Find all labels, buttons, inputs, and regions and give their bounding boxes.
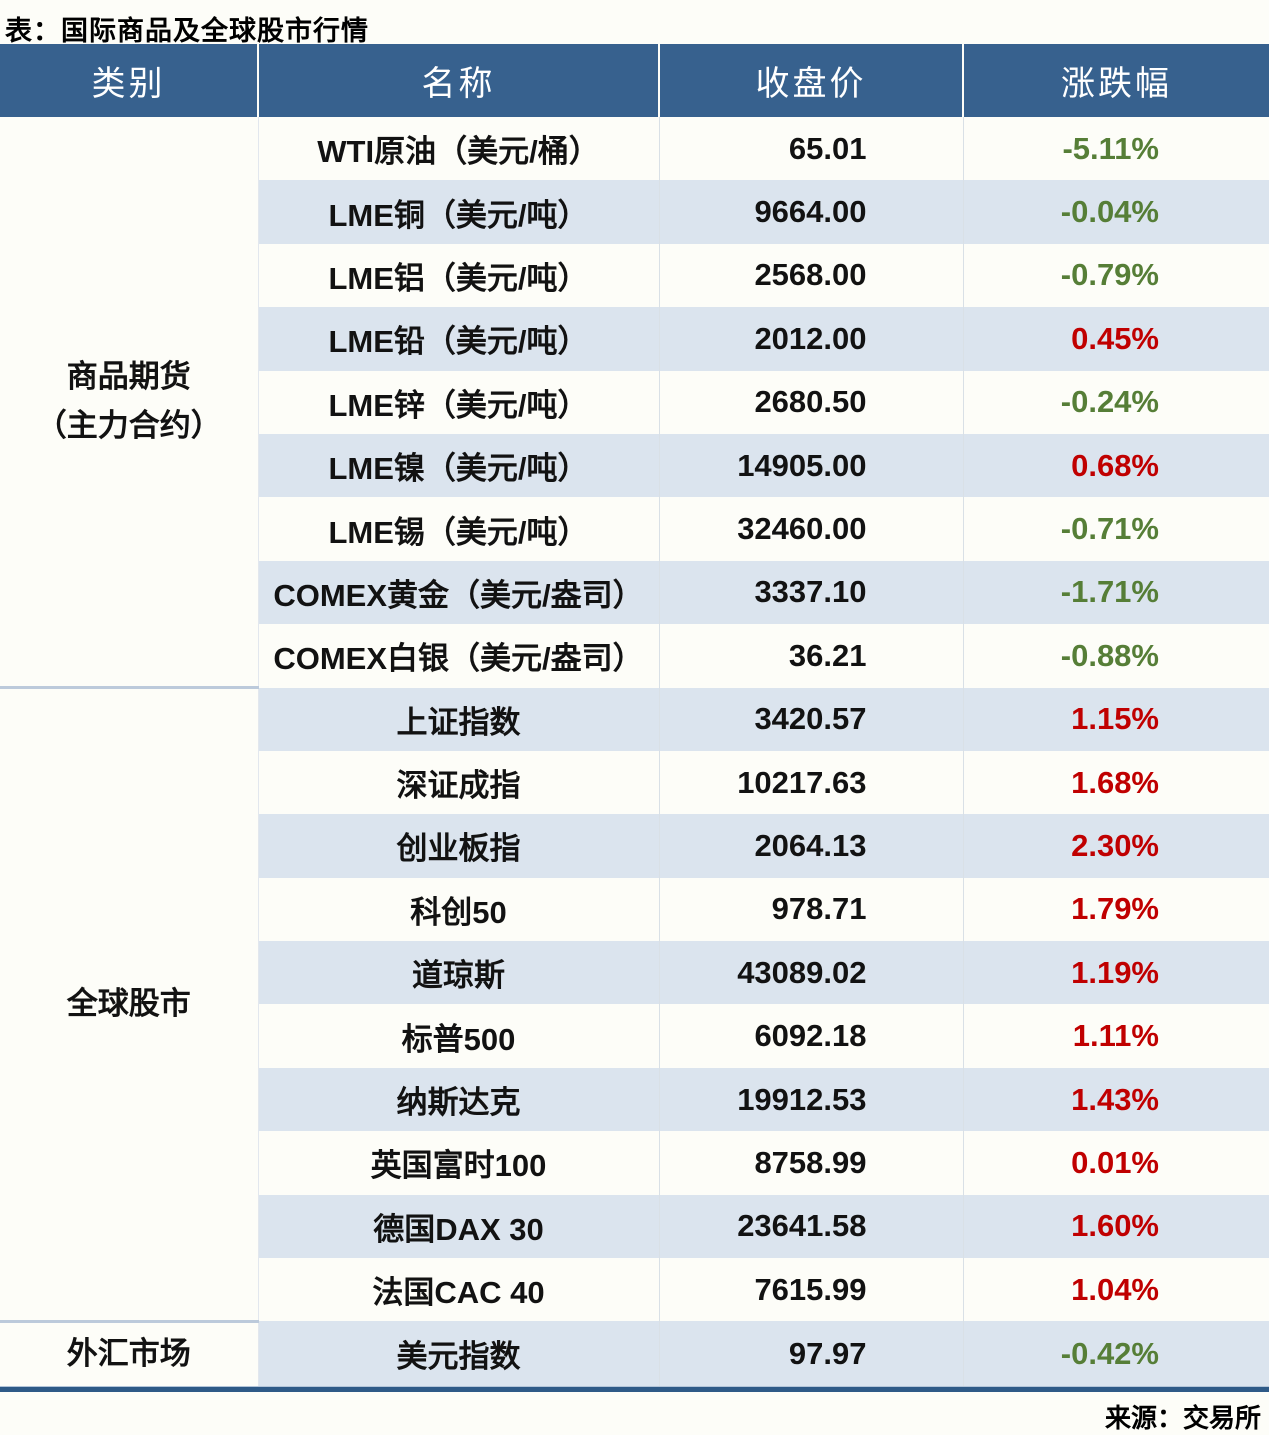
name-cell: 科创50 [257,877,659,942]
table-row: COMEX黄金（美元/盎司） 3337.10 -1.71% [0,560,1269,625]
name-cell: 道琼斯 [257,941,659,1005]
close-price-cell: 2680.50 [658,370,963,434]
change-percent-cell: 0.68% [962,433,1269,498]
change-percent-cell: -0.04% [962,180,1269,244]
change-percent-cell: 2.30% [962,814,1269,878]
name-cell: 创业板指 [257,814,659,878]
table-header: 类别 名称 收盘价 涨跌幅 [0,44,1269,117]
table-row: LME铝（美元/吨） 2568.00 -0.79% [0,243,1269,308]
change-percent-cell: -0.71% [962,497,1269,561]
table-row: LME铜（美元/吨） 9664.00 -0.04% [0,180,1269,244]
table-row: 标普500 6092.18 1.11% [0,1004,1269,1068]
close-price-cell: 23641.58 [658,1194,963,1259]
name-cell: LME铅（美元/吨） [257,307,659,371]
change-percent-cell: 1.68% [962,750,1269,815]
table-row: LME镍（美元/吨） 14905.00 0.68% [0,433,1269,498]
market-table: 类别 名称 收盘价 涨跌幅 商品期货 （主力合约） WTI原油（美元/桶） 65.01… [0,44,1269,1387]
table-row: LME铅（美元/吨） 2012.00 0.45% [0,307,1269,371]
close-price-cell: 8758.99 [658,1131,963,1195]
close-price-cell: 6092.18 [658,1004,963,1068]
name-cell: LME锌（美元/吨） [257,370,659,434]
name-cell: 深证成指 [257,750,659,815]
change-percent-cell: 1.60% [962,1194,1269,1259]
close-price-cell: 36.21 [658,624,963,688]
table-row: COMEX白银（美元/盎司） 36.21 -0.88% [0,624,1269,688]
close-price-cell: 14905.00 [658,433,963,498]
name-cell: COMEX白银（美元/盎司） [257,624,659,688]
close-price-cell: 2012.00 [658,307,963,371]
name-cell: LME铜（美元/吨） [257,180,659,244]
name-cell: WTI原油（美元/桶） [257,117,659,181]
change-percent-cell: -0.88% [962,624,1269,688]
name-cell: 法国CAC 40 [257,1258,659,1322]
name-cell: LME铝（美元/吨） [257,243,659,308]
close-price-cell: 3420.57 [658,687,963,751]
change-percent-cell: -0.79% [962,243,1269,308]
change-percent-cell: 0.45% [962,307,1269,371]
change-percent-cell: -5.11% [962,117,1269,181]
close-price-cell: 978.71 [658,877,963,942]
name-cell: 德国DAX 30 [257,1194,659,1259]
header-name: 名称 [257,44,659,117]
change-percent-cell: -0.42% [962,1321,1269,1387]
header-category: 类别 [0,44,258,117]
change-percent-cell: 1.11% [962,1004,1269,1068]
table-row: 道琼斯 43089.02 1.19% [0,941,1269,1005]
name-cell: 美元指数 [257,1321,659,1387]
name-cell: 纳斯达克 [257,1067,659,1132]
change-percent-cell: 1.79% [962,877,1269,942]
change-percent-cell: 1.15% [962,687,1269,751]
table-row: 商品期货 （主力合约） WTI原油（美元/桶） 65.01 -5.11% [0,117,1269,690]
table-row: 德国DAX 30 23641.58 1.60% [0,1194,1269,1259]
change-percent-cell: 1.04% [962,1258,1269,1322]
table-row: 纳斯达克 19912.53 1.43% [0,1067,1269,1132]
close-price-cell: 9664.00 [658,180,963,244]
table-row: 英国富时100 8758.99 0.01% [0,1131,1269,1195]
close-price-cell: 10217.63 [658,750,963,815]
category-cell: 外汇市场 [0,1321,259,1387]
change-percent-cell: -0.24% [962,370,1269,434]
table-row: 法国CAC 40 7615.99 1.04% [0,1258,1269,1322]
close-price-cell: 2064.13 [658,814,963,878]
change-percent-cell: 0.01% [962,1131,1269,1195]
name-cell: LME锡（美元/吨） [257,497,659,561]
name-cell: 上证指数 [257,687,659,751]
header-change: 涨跌幅 [962,44,1269,117]
table-row: 全球股市 上证指数 3420.57 1.15% [0,687,1269,1323]
table-row: LME锡（美元/吨） 32460.00 -0.71% [0,497,1269,561]
close-price-cell: 3337.10 [658,560,963,625]
header-row: 类别 名称 收盘价 涨跌幅 [0,44,1269,117]
table-row: 外汇市场 美元指数 97.97 -0.42% [0,1321,1269,1387]
table-row: 科创50 978.71 1.79% [0,877,1269,942]
table-row: LME锌（美元/吨） 2680.50 -0.24% [0,370,1269,434]
table-row: 创业板指 2064.13 2.30% [0,814,1269,878]
category-cell: 全球股市 [0,687,259,1323]
name-cell: LME镍（美元/吨） [257,433,659,498]
close-price-cell: 32460.00 [658,497,963,561]
close-price-cell: 43089.02 [658,941,963,1005]
close-price-cell: 19912.53 [658,1067,963,1132]
change-percent-cell: -1.71% [962,560,1269,625]
name-cell: COMEX黄金（美元/盎司） [257,560,659,625]
category-cell: 商品期货 （主力合约） [0,117,259,690]
name-cell: 英国富时100 [257,1131,659,1195]
name-cell: 标普500 [257,1004,659,1068]
page-title: 表：国际商品及全球股市行情 [5,16,369,46]
close-price-cell: 65.01 [658,117,963,181]
change-percent-cell: 1.43% [962,1067,1269,1132]
close-price-cell: 7615.99 [658,1258,963,1322]
change-percent-cell: 1.19% [962,941,1269,1005]
close-price-cell: 2568.00 [658,243,963,308]
table-body: 商品期货 （主力合约） WTI原油（美元/桶） 65.01 -5.11% LME铜（美元/… [0,117,1269,1387]
table-row: 深证成指 10217.63 1.68% [0,750,1269,815]
source-note: 来源：交易所 [1104,1403,1261,1434]
close-price-cell: 97.97 [658,1321,963,1387]
header-close: 收盘价 [658,44,963,117]
